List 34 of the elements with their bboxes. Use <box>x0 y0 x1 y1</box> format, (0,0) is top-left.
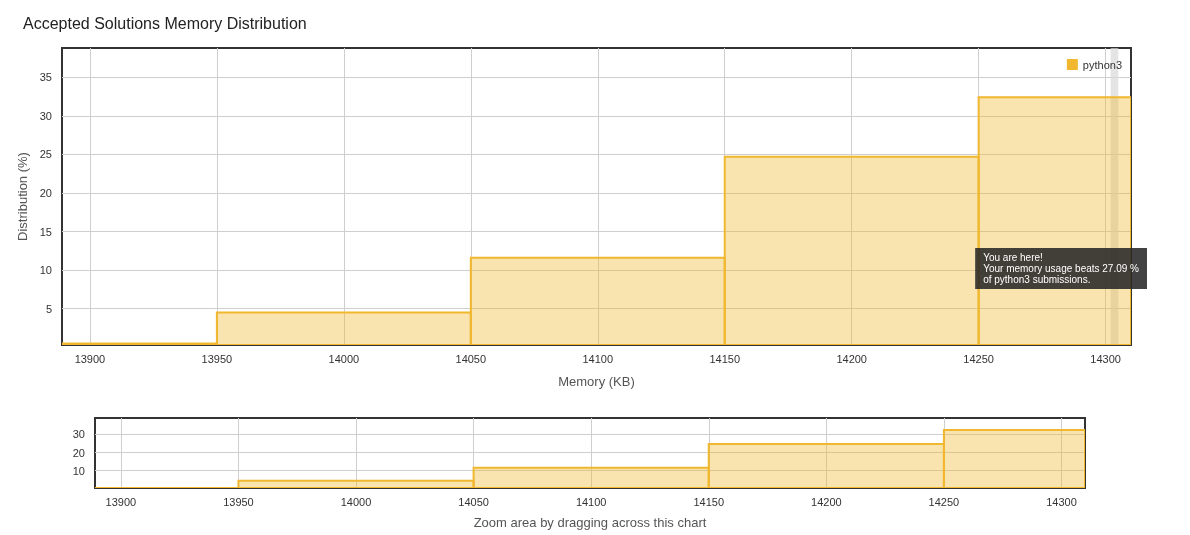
x-tick-label: 14000 <box>340 495 372 508</box>
y-tick-label: 15 <box>39 225 52 238</box>
y-tick-label: 5 <box>45 302 52 315</box>
x-tick-label: 14100 <box>582 352 614 365</box>
y-tick-label: 10 <box>39 264 52 277</box>
x-axis-title: Memory (KB) <box>558 374 635 389</box>
legend-label: python3 <box>1082 58 1123 71</box>
x-tick-label: 13900 <box>105 495 137 508</box>
y-tick-label: 30 <box>72 428 85 441</box>
y-axis-title: Distribution (%) <box>14 152 30 241</box>
x-tick-label: 14250 <box>928 495 960 508</box>
x-tick-label: 14050 <box>458 495 489 508</box>
x-tick-label: 13900 <box>74 352 106 365</box>
y-tick-label: 20 <box>39 187 52 200</box>
x-axis-title: Zoom area by dragging across this chart <box>473 515 707 530</box>
x-tick-label: 14250 <box>963 352 994 365</box>
chart-title: Accepted Solutions Memory Distribution <box>23 14 307 32</box>
x-tick-label: 14200 <box>811 495 842 508</box>
x-tick-label: 13950 <box>223 495 254 508</box>
y-tick-label: 30 <box>39 109 52 122</box>
x-tick-label: 14300 <box>1046 495 1077 508</box>
y-tick-label: 25 <box>39 148 52 161</box>
x-tick-label: 14100 <box>575 495 607 508</box>
y-tick-label: 35 <box>39 71 52 84</box>
y-tick-label: 10 <box>72 464 85 477</box>
y-tick-label: 20 <box>72 446 85 459</box>
x-tick-label: 14150 <box>693 495 725 508</box>
x-tick-label: 14000 <box>328 352 360 365</box>
annotation: You are here! Your memory usage beats 27.09 % of python3 submissions. <box>983 252 1140 285</box>
x-tick-label: 14200 <box>836 352 867 365</box>
x-tick-label: 14300 <box>1090 352 1121 365</box>
x-tick-label: 14150 <box>709 352 741 365</box>
x-tick-label: 13950 <box>201 352 233 365</box>
x-tick-label: 14050 <box>455 352 487 365</box>
